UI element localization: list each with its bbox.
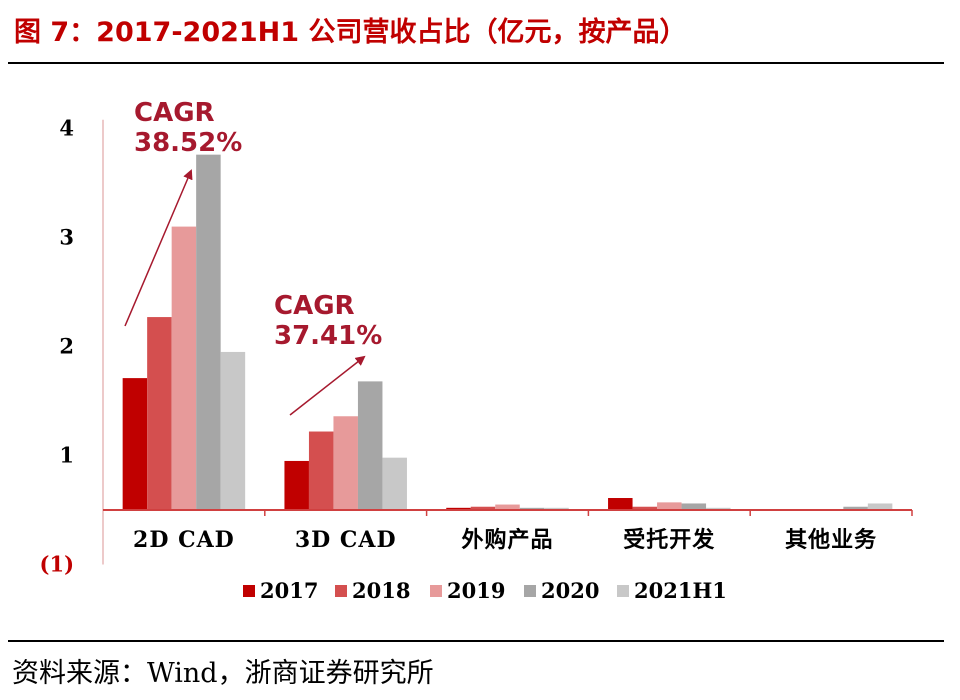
cagr-value: 38.52% xyxy=(134,128,242,158)
top-rule xyxy=(8,62,944,64)
bar-2019-1 xyxy=(333,416,358,510)
legend-swatch xyxy=(430,585,442,597)
cagr-label: CAGR xyxy=(134,98,215,128)
cagr-arrow xyxy=(124,169,193,327)
legend-label: 2019 xyxy=(447,578,505,603)
x-tick-label: 外购产品 xyxy=(461,527,553,553)
y-tick-label: (1) xyxy=(40,552,74,577)
y-tick-label: 1 xyxy=(59,443,74,468)
legend-swatch xyxy=(524,585,536,597)
bar-2018-2 xyxy=(470,506,496,510)
bar-2021H1-2 xyxy=(544,507,569,510)
legend-swatch xyxy=(335,585,347,597)
bar-2020-3 xyxy=(681,503,707,510)
bar-2018-3 xyxy=(632,506,658,510)
bar-2021H1-0 xyxy=(220,351,246,510)
legend-label: 2017 xyxy=(260,578,318,603)
bar-series xyxy=(122,154,893,510)
y-axis: (1) 1 2 3 4 xyxy=(40,116,104,577)
y-tick-label: 3 xyxy=(59,225,74,250)
cagr-label: CAGR xyxy=(274,291,355,321)
bar-2021H1-4 xyxy=(867,503,893,510)
x-axis: 2D CAD 3D CAD 外购产品 受托开发 其他业务 xyxy=(103,509,913,553)
legend-label: 2021H1 xyxy=(634,578,727,603)
bar-2017-2 xyxy=(446,507,471,510)
legend-swatch xyxy=(243,585,255,597)
bar-2018-1 xyxy=(308,431,334,510)
bar-2021H1-3 xyxy=(706,507,731,510)
bar-2019-3 xyxy=(657,502,682,510)
x-tick-label: 受托开发 xyxy=(623,527,715,553)
chart-legend: 2017 2018 2019 2020 2021H1 xyxy=(243,578,727,603)
y-tick-label: 2 xyxy=(59,334,74,359)
x-tick-label: 3D CAD xyxy=(295,527,397,553)
source-note: 资料来源：Wind，浙商证券研究所 xyxy=(12,658,434,689)
figure-title: 图 7：2017-2021H1 公司营收占比（亿元，按产品） xyxy=(14,17,687,48)
bar-2017-3 xyxy=(608,498,633,510)
legend-label: 2020 xyxy=(541,578,599,603)
bar-2018-0 xyxy=(147,317,172,510)
y-tick-label: 4 xyxy=(59,116,74,141)
legend-swatch xyxy=(617,585,629,597)
bar-2020-4 xyxy=(843,506,868,510)
legend-label: 2018 xyxy=(352,578,410,603)
bar-2020-0 xyxy=(196,154,221,510)
bar-2020-1 xyxy=(357,381,383,510)
bar-2019-0 xyxy=(171,226,197,510)
cagr-arrow xyxy=(289,355,366,416)
bar-2021H1-1 xyxy=(382,457,407,510)
cagr-value: 37.41% xyxy=(274,321,382,351)
x-tick-label: 其他业务 xyxy=(785,527,877,553)
bottom-rule xyxy=(8,640,944,642)
bar-2019-2 xyxy=(495,504,520,510)
bar-2017-0 xyxy=(122,378,148,510)
x-tick-label: 2D CAD xyxy=(133,527,235,553)
bar-2017-1 xyxy=(284,460,309,510)
bar-2020-2 xyxy=(519,507,545,510)
